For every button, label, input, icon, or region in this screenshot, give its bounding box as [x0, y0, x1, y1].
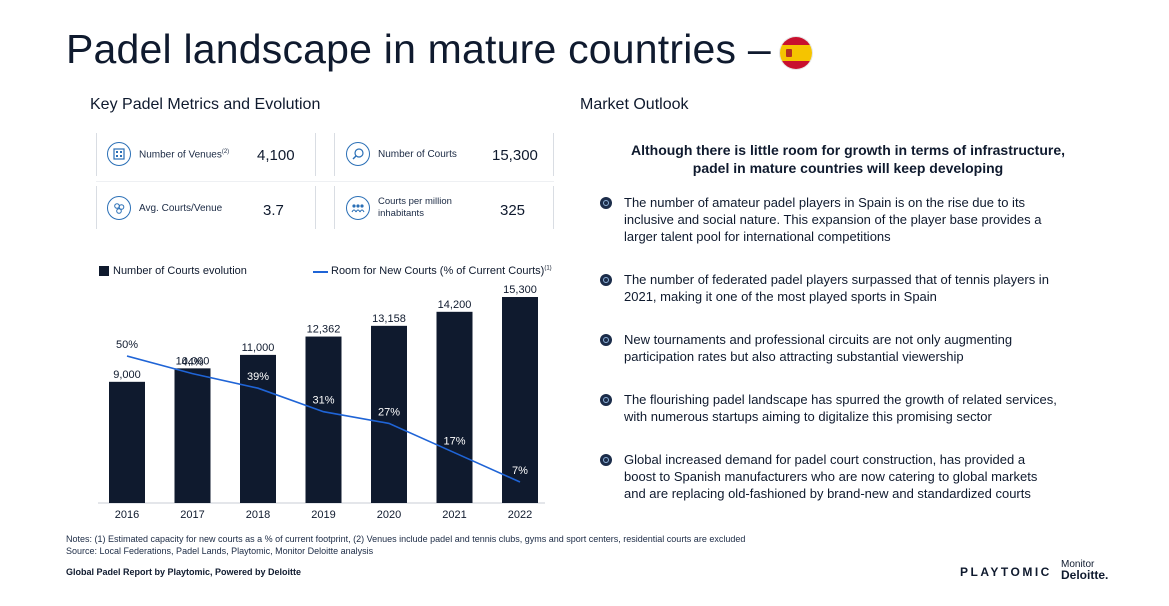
line-value-label: 31%	[312, 395, 334, 407]
x-tick-label: 2018	[246, 509, 270, 521]
globe-bullet-icon	[600, 334, 612, 346]
room-line	[126, 355, 521, 483]
metric-value: 4,100	[257, 147, 295, 164]
x-tick-label: 2016	[115, 509, 139, 521]
bar	[240, 354, 276, 503]
notes: Notes: (1) Estimated capacity for new co…	[66, 534, 746, 556]
metric-value: 15,300	[492, 147, 538, 164]
x-tick-label: 2021	[442, 509, 466, 521]
playtomic-logo: PLAYTOMIC	[960, 565, 1052, 579]
x-tick-label: 2022	[508, 509, 532, 521]
metric-courts-per-million: Courts per million inhabitants	[346, 196, 452, 220]
bar-value-label: 10,000	[176, 355, 210, 367]
outlook-bullet: The number of federated padel players su…	[600, 271, 1100, 305]
bar-value-label: 11,000	[242, 342, 275, 354]
metric-value: 3.7	[263, 202, 284, 219]
courts-evolution-chart: 9,000 2016 10,000 2017 11,000 2018 12,362 2019 1…	[98, 284, 545, 521]
bar	[436, 311, 473, 503]
x-tick-label: 2019	[311, 509, 335, 521]
metric-label: Courts per million	[378, 196, 452, 207]
globe-bullet-icon	[600, 394, 612, 406]
people-icon	[346, 196, 370, 220]
metric-venues: Number of Venues(2)	[107, 142, 229, 166]
bar-value-label: 15,300	[503, 284, 537, 296]
line-value-label: 39%	[247, 371, 269, 383]
bar	[305, 336, 342, 503]
bar-value-label: 9,000	[113, 369, 141, 381]
outlook-bullet: The number of amateur padel players in S…	[600, 194, 1100, 245]
bar	[371, 325, 407, 503]
bar-value-label: 14,200	[438, 299, 472, 311]
page-title: Padel landscape in mature countries –	[66, 26, 771, 72]
bar	[502, 297, 538, 503]
bar	[109, 381, 145, 503]
metrics-heading: Key Padel Metrics and Evolution	[90, 96, 321, 113]
legend-line-label: Room for New Courts (% of Current Courts…	[331, 265, 552, 277]
bar-value-label: 13,158	[372, 313, 406, 325]
monitor-deloitte-logo: Monitor Deloitte.	[1061, 559, 1109, 582]
outlook-bullet: The flourishing padel landscape has spur…	[600, 391, 1100, 425]
metric-label: Avg. Courts/Venue	[139, 202, 223, 214]
line-value-label: 17%	[443, 436, 465, 448]
balls-icon	[107, 196, 131, 220]
line-value-label: 7%	[512, 465, 528, 477]
x-tick-label: 2017	[180, 509, 204, 521]
globe-bullet-icon	[600, 454, 612, 466]
racket-icon	[346, 142, 370, 166]
outlook-bullet: New tournaments and professional circuit…	[600, 331, 1100, 365]
legend-bar-label: Number of Courts evolution	[113, 265, 247, 277]
line-value-label: 50%	[116, 339, 138, 351]
outlook-headline: Although there is little room for growth…	[630, 142, 1066, 176]
metric-value: 325	[500, 202, 526, 219]
spain-flag-icon	[780, 37, 812, 69]
globe-bullet-icon	[600, 274, 612, 286]
line-value-label: 44%	[181, 357, 203, 369]
globe-bullet-icon	[600, 197, 612, 209]
bar	[174, 368, 211, 503]
outlook-heading: Market Outlook	[580, 96, 689, 113]
legend-line-swatch	[313, 271, 328, 273]
metric-label: Number of Venues	[139, 149, 222, 161]
metric-avg-courts: Avg. Courts/Venue	[107, 196, 222, 220]
metric-courts: Number of Courts	[346, 142, 457, 166]
grid-building-icon	[107, 142, 131, 166]
line-value-label: 27%	[378, 406, 400, 418]
bar-value-label: 12,362	[307, 324, 341, 336]
metric-label: Number of Courts	[378, 148, 457, 160]
footer-credit: Global Padel Report by Playtomic, Powere…	[66, 567, 302, 577]
outlook-bullet: Global increased demand for padel court …	[600, 451, 1100, 502]
x-tick-label: 2020	[377, 509, 401, 521]
metric-label: inhabitants	[378, 208, 424, 219]
legend-bar-swatch	[99, 266, 109, 276]
